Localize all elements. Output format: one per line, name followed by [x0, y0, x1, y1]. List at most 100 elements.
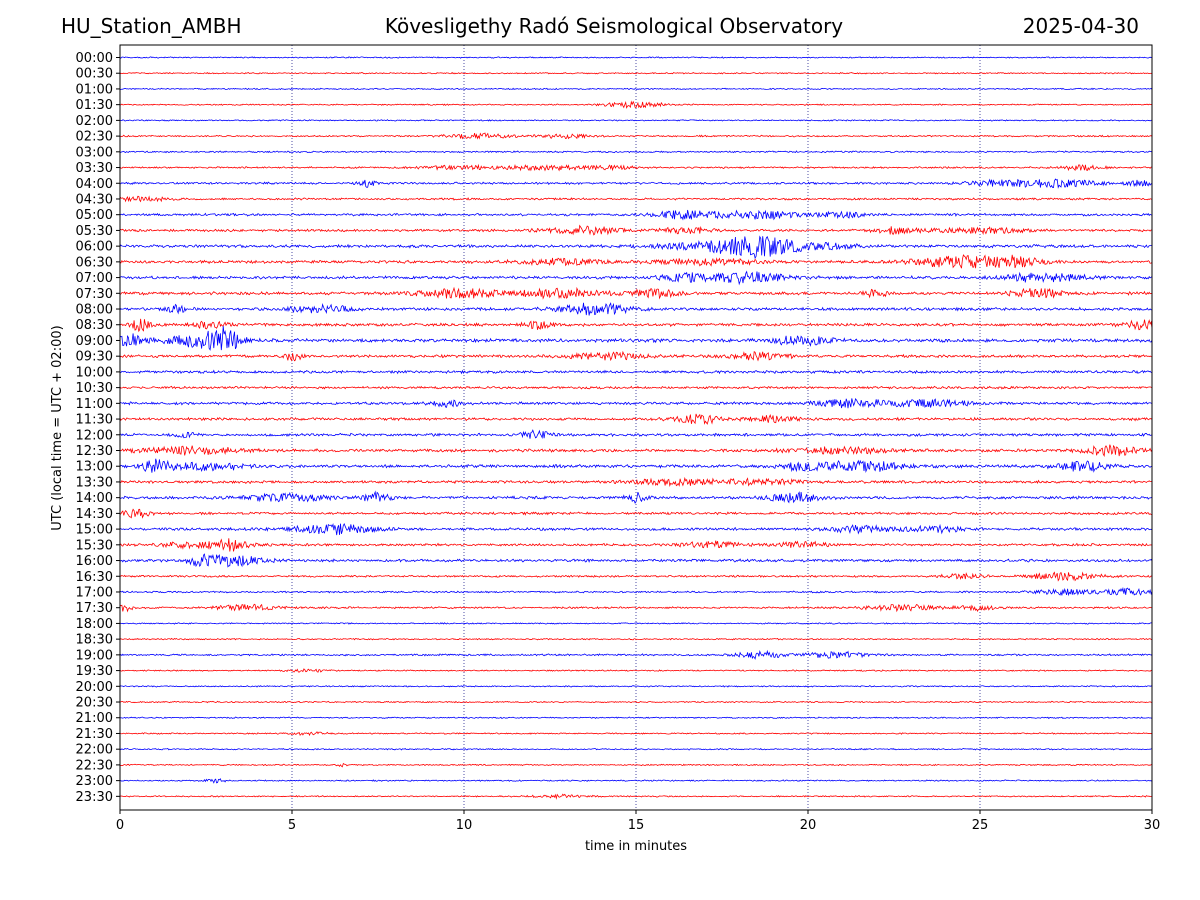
trace-0700	[119, 270, 1153, 286]
row-label: 03:00	[76, 145, 113, 160]
trace-0600	[119, 235, 1153, 260]
row-label: 10:30	[76, 381, 113, 396]
trace-2000	[119, 685, 1153, 688]
trace-0630	[119, 254, 1153, 269]
chart-title: Kövesligethy Radó Seismological Observat…	[384, 14, 844, 38]
row-label: 01:30	[76, 98, 113, 113]
trace-1330	[119, 476, 1153, 487]
row-label: 09:00	[76, 334, 113, 349]
row-label: 18:00	[76, 617, 113, 632]
row-label: 07:00	[76, 271, 113, 286]
chart-date: 2025-04-30	[1022, 14, 1139, 38]
row-label: 13:00	[76, 460, 113, 475]
x-tick-label: 0	[116, 818, 124, 833]
row-label: 17:00	[76, 585, 113, 600]
row-label: 22:00	[76, 743, 113, 758]
row-label: 14:00	[76, 491, 113, 506]
trace-2100	[119, 716, 1153, 720]
row-label: 15:00	[76, 523, 113, 538]
trace-0330	[119, 163, 1153, 172]
row-label: 19:30	[76, 664, 113, 679]
trace-1630	[119, 571, 1153, 582]
trace-0900	[119, 325, 1153, 351]
trace-0300	[120, 150, 1153, 154]
row-label: 15:30	[76, 538, 113, 553]
trace-1500	[119, 522, 1153, 536]
trace-0930	[119, 350, 1153, 362]
trace-1430	[119, 508, 1153, 519]
trace-2230	[119, 762, 1153, 768]
row-label: 08:30	[76, 318, 113, 333]
trace-0800	[119, 302, 1153, 316]
trace-0430	[119, 195, 1153, 203]
x-tick-label: 5	[288, 818, 296, 833]
vertical-grid	[291, 45, 981, 810]
trace-0230	[119, 132, 1153, 140]
row-label: 08:00	[76, 303, 113, 318]
trace-0200	[119, 119, 1153, 122]
row-label: 04:00	[76, 177, 113, 192]
row-label: 17:30	[76, 601, 113, 616]
row-label: 06:00	[76, 240, 113, 255]
row-label: 19:00	[76, 648, 113, 663]
trace-0130	[119, 100, 1153, 109]
trace-0530	[119, 224, 1153, 236]
row-label: 00:30	[76, 67, 113, 82]
row-label: 23:30	[76, 790, 113, 805]
row-label: 00:00	[76, 51, 113, 66]
row-label: 05:30	[76, 224, 113, 239]
row-label: 07:30	[76, 287, 113, 302]
row-label: 12:30	[76, 444, 113, 459]
row-label: 21:30	[76, 727, 113, 742]
trace-1200	[119, 429, 1153, 439]
trace-2200	[119, 747, 1153, 751]
x-tick-label: 10	[456, 818, 473, 833]
trace-1800	[119, 622, 1153, 625]
trace-1600	[119, 553, 1153, 568]
x-axis-ticks: 0 5 10 15 20 25 30	[116, 810, 1160, 833]
row-label: 10:00	[76, 365, 113, 380]
row-label: 11:30	[76, 413, 113, 428]
row-label: 11:00	[76, 397, 113, 412]
station-name: HU_Station_AMBH	[61, 14, 242, 38]
row-label: 21:00	[76, 711, 113, 726]
trace-2030	[119, 700, 1153, 704]
trace-1730	[119, 603, 1153, 613]
trace-0030	[119, 71, 1153, 75]
row-label: 16:00	[76, 554, 113, 569]
row-label: 01:00	[76, 82, 113, 97]
row-label: 02:30	[76, 130, 113, 145]
x-axis-label: time in minutes	[585, 839, 687, 854]
trace-1230	[119, 444, 1153, 458]
row-label: 16:30	[76, 570, 113, 585]
trace-1930	[119, 668, 1153, 673]
row-label: 20:30	[76, 696, 113, 711]
row-label: 02:00	[76, 114, 113, 129]
row-label: 03:30	[76, 161, 113, 176]
row-label: 18:30	[76, 633, 113, 648]
trace-1000	[119, 369, 1153, 375]
trace-2130	[119, 731, 1153, 737]
row-label: 13:30	[76, 475, 113, 490]
seismic-traces	[119, 56, 1153, 800]
trace-1900	[119, 649, 1153, 660]
row-label: 22:30	[76, 758, 113, 773]
trace-1030	[119, 385, 1153, 390]
row-label: 23:00	[76, 774, 113, 789]
trace-1530	[119, 538, 1153, 552]
row-label: 14:30	[76, 507, 113, 522]
row-label: 09:30	[76, 350, 113, 365]
trace-0500	[119, 209, 1153, 221]
trace-0100	[119, 87, 1153, 91]
trace-1100	[119, 398, 1153, 409]
x-tick-label: 30	[1144, 818, 1161, 833]
y-axis-ticks: 00:0000:3001:0001:3002:0002:3003:0003:30…	[76, 51, 120, 805]
trace-2300	[119, 778, 1153, 784]
trace-1400	[119, 490, 1153, 504]
trace-0730	[119, 286, 1153, 300]
trace-0400	[119, 178, 1153, 189]
trace-1700	[119, 586, 1153, 597]
row-label: 12:00	[76, 428, 113, 443]
x-tick-label: 20	[800, 818, 817, 833]
